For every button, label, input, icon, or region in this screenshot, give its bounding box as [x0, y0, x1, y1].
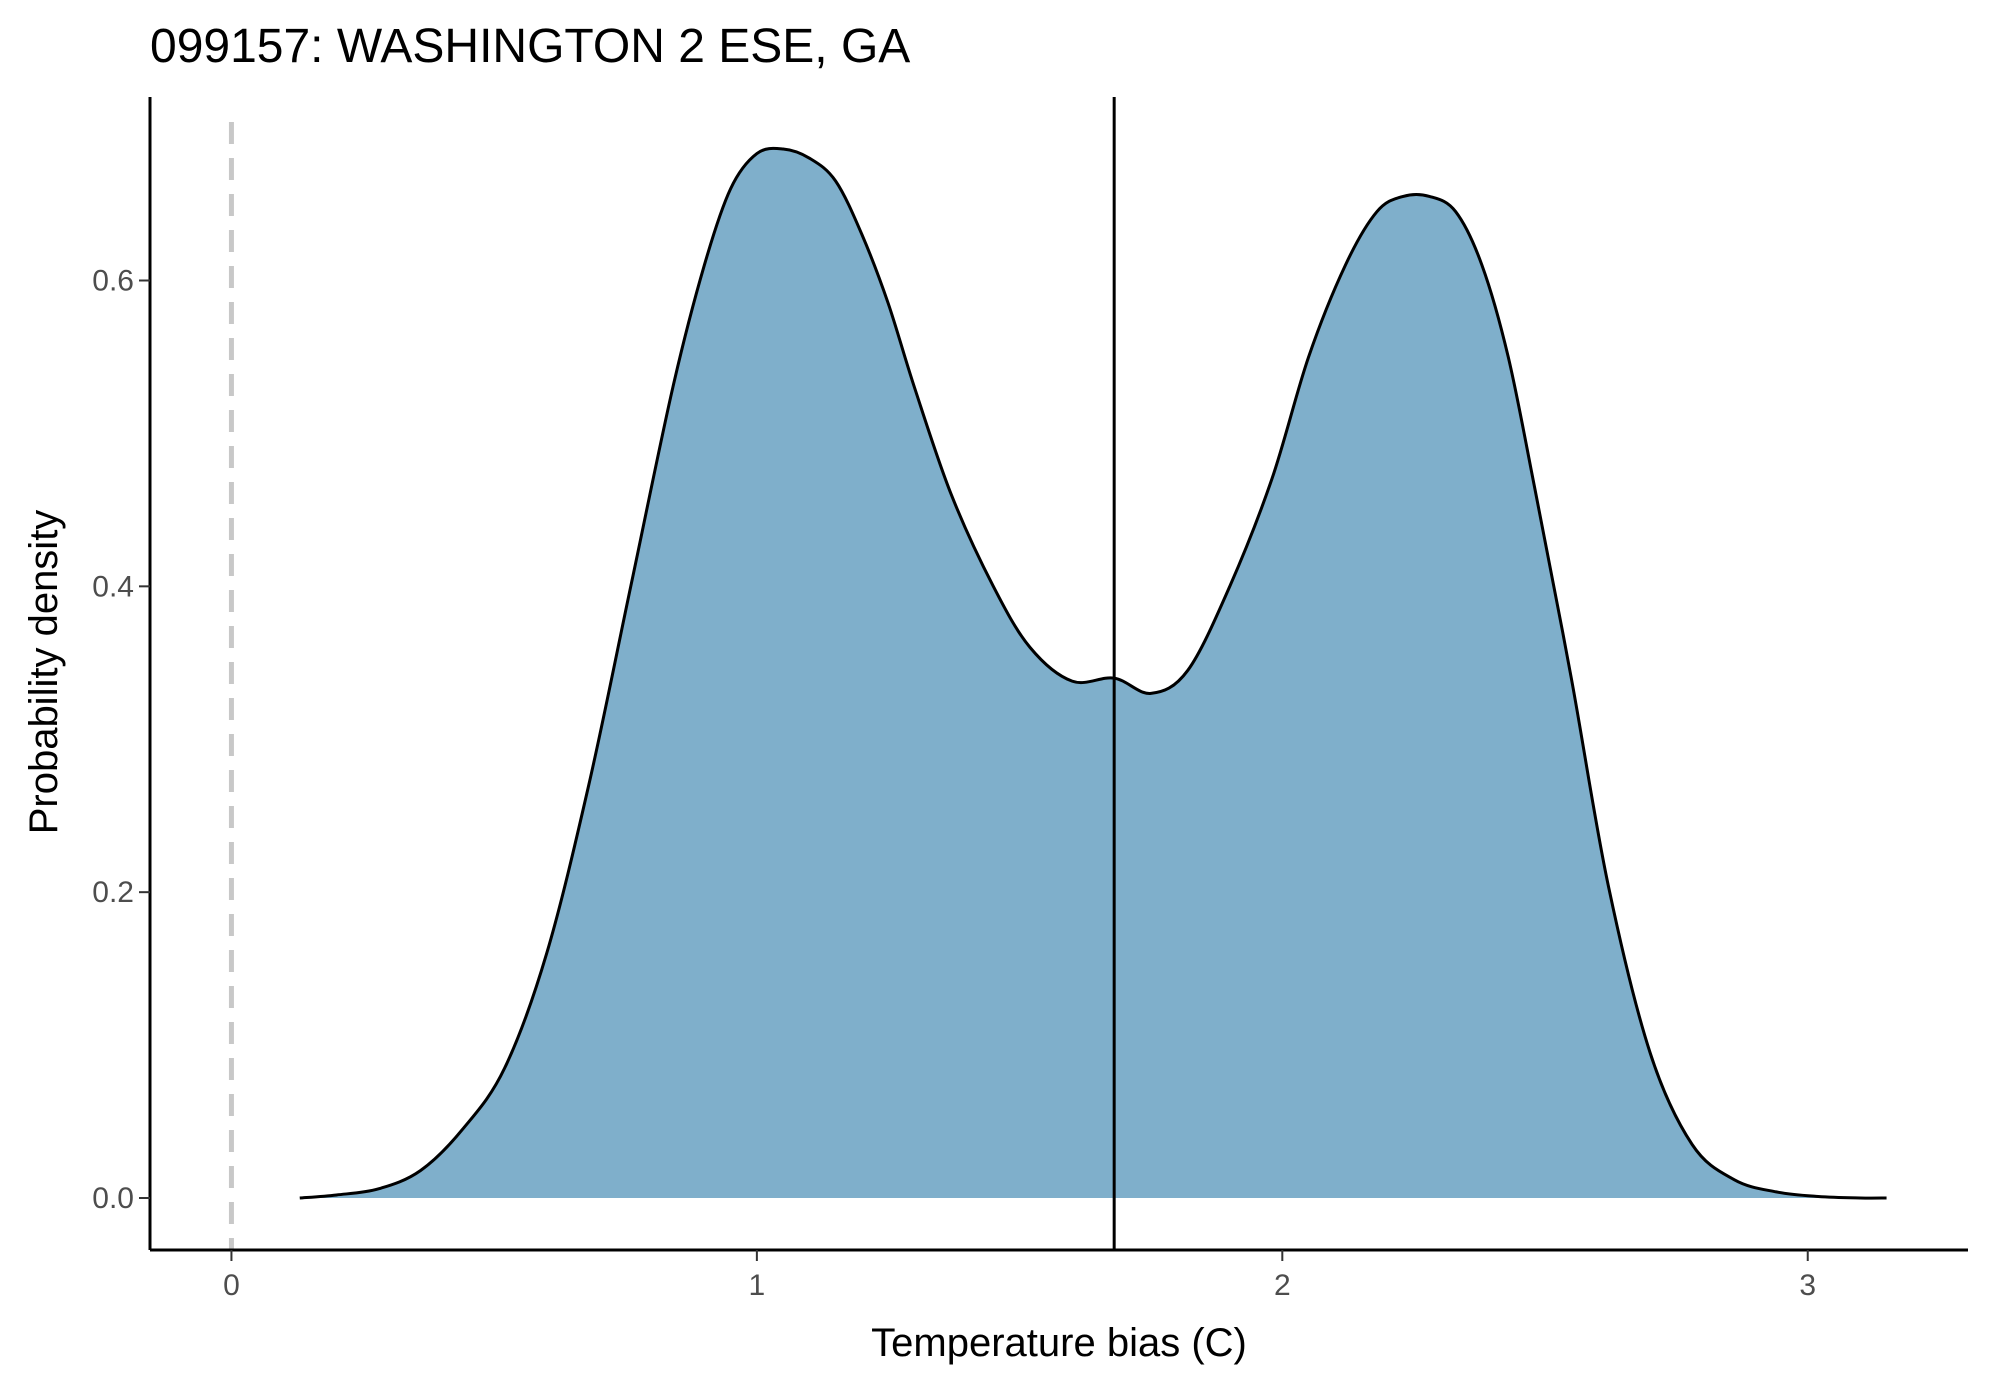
x-tick-label: 3: [1799, 1269, 1816, 1302]
y-axis-title: Probability density: [22, 510, 66, 835]
x-axis-title: Temperature bias (C): [871, 1321, 1247, 1365]
y-tick-label: 0.6: [92, 265, 134, 298]
y-tick-label: 0.0: [92, 1182, 134, 1215]
x-tick-label: 0: [223, 1269, 240, 1302]
y-tick-label: 0.4: [92, 570, 134, 603]
x-tick-label: 2: [1274, 1269, 1291, 1302]
density-area: [299, 148, 1887, 1199]
chart-title: 099157: WASHINGTON 2 ESE, GA: [150, 20, 910, 73]
x-tick-label: 1: [749, 1269, 766, 1302]
y-axis-ticks: 0.0 0.2 0.4 0.6: [92, 265, 150, 1215]
density-curve: [299, 146, 1887, 1200]
plot-area: [228, 97, 1887, 1250]
x-axis-ticks: 0 1 2 3: [223, 1250, 1816, 1302]
y-tick-label: 0.2: [92, 876, 134, 909]
